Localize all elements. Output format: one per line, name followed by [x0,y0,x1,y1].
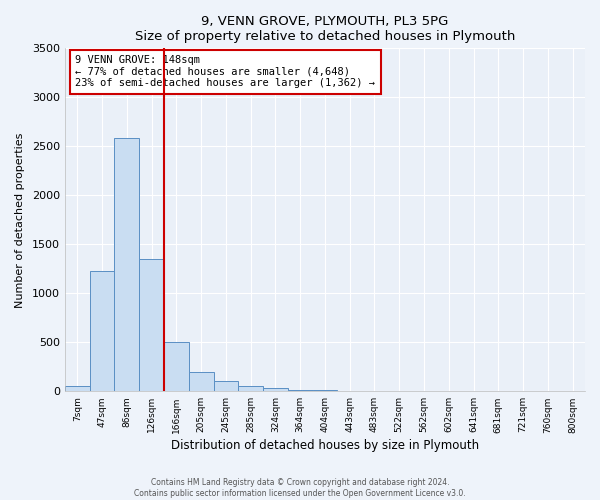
Bar [313,390,337,392]
Text: 9 VENN GROVE: 148sqm
← 77% of detached houses are smaller (4,648)
23% of semi-de: 9 VENN GROVE: 148sqm ← 77% of detached h… [76,55,376,88]
Bar [189,372,214,392]
Bar [164,342,189,392]
Bar [214,380,238,392]
Bar [89,271,115,392]
Bar [263,388,288,392]
Text: Contains HM Land Registry data © Crown copyright and database right 2024.
Contai: Contains HM Land Registry data © Crown c… [134,478,466,498]
Title: 9, VENN GROVE, PLYMOUTH, PL3 5PG
Size of property relative to detached houses in: 9, VENN GROVE, PLYMOUTH, PL3 5PG Size of… [135,15,515,43]
Bar [115,138,139,392]
Y-axis label: Number of detached properties: Number of detached properties [15,132,25,308]
Bar [288,390,313,392]
Bar [139,259,164,392]
X-axis label: Distribution of detached houses by size in Plymouth: Distribution of detached houses by size … [171,440,479,452]
Bar [65,386,89,392]
Bar [238,386,263,392]
